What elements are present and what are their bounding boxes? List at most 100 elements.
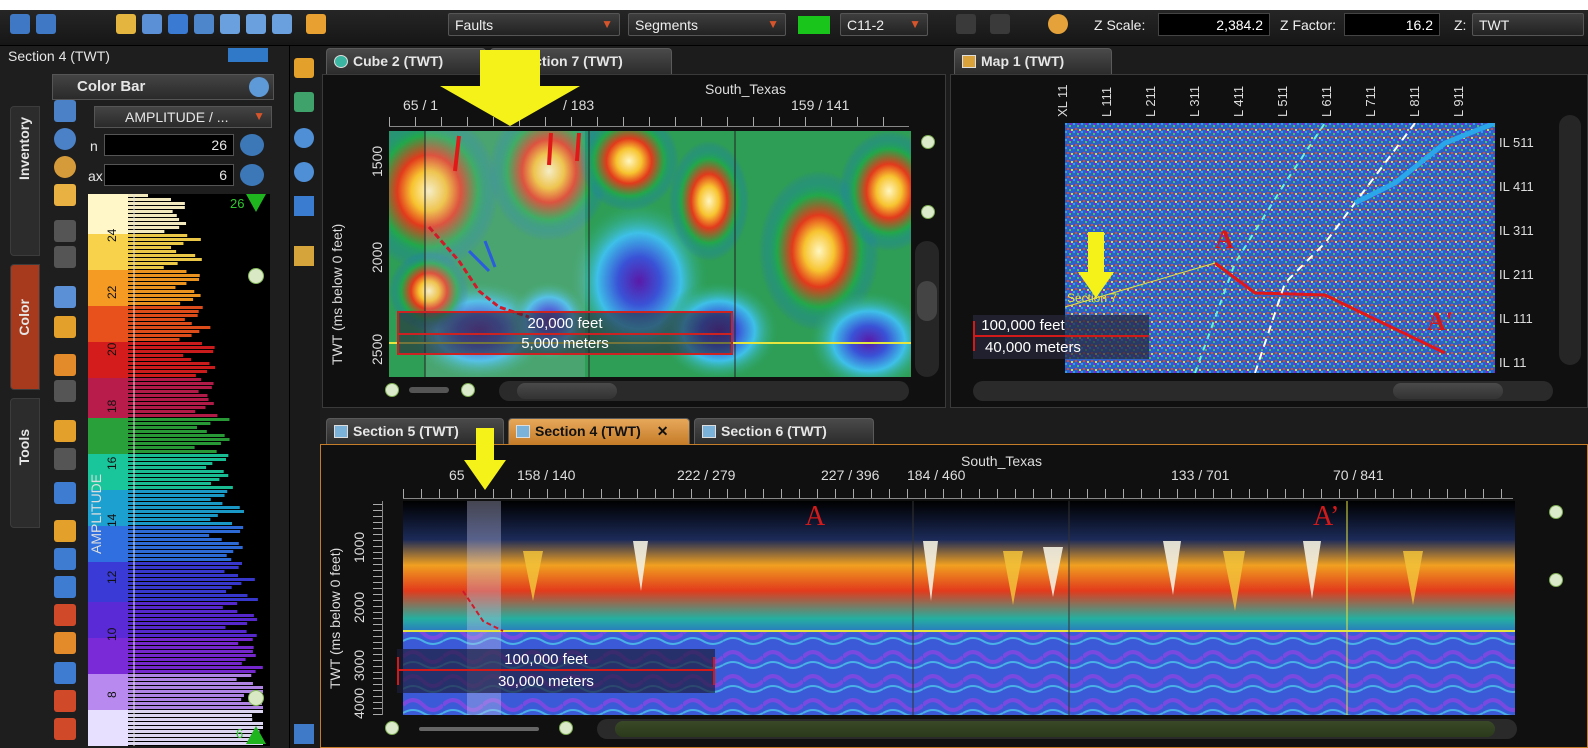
vertical-scrollbar[interactable] bbox=[915, 241, 939, 377]
tab-cube-2[interactable]: Cube 2 (TWT) bbox=[326, 48, 486, 74]
redo-icon[interactable] bbox=[990, 14, 1010, 34]
histogram-bar bbox=[128, 398, 209, 401]
b-red-icon[interactable] bbox=[54, 604, 76, 626]
map-horizontal-scrollbar[interactable] bbox=[973, 381, 1553, 401]
bottom-handle-icon[interactable] bbox=[246, 726, 266, 744]
arrow-down-icon[interactable] bbox=[54, 380, 76, 402]
note-icon[interactable] bbox=[54, 520, 76, 542]
horizon-color-swatch[interactable] bbox=[798, 16, 830, 34]
scrollbar-thumb[interactable] bbox=[517, 383, 617, 399]
color-swatch bbox=[88, 270, 128, 274]
pick-tool-icon[interactable] bbox=[142, 14, 162, 34]
lower-scrollbar-thumb[interactable] bbox=[615, 721, 1495, 737]
panel-menu-icon[interactable] bbox=[228, 48, 268, 62]
tab-inventory[interactable]: Inventory bbox=[10, 106, 40, 256]
close-icon[interactable]: ✕ bbox=[656, 423, 669, 439]
grid-icon[interactable] bbox=[54, 448, 76, 470]
tab-section-4[interactable]: Section 4 (TWT) ✕ bbox=[508, 418, 690, 444]
horizontal-scrollbar[interactable] bbox=[499, 381, 909, 401]
lower-zoom-out-vertical-icon[interactable] bbox=[1549, 573, 1563, 587]
zoom-in-icon[interactable] bbox=[461, 383, 475, 397]
move-icon[interactable] bbox=[194, 14, 214, 34]
flip-icon[interactable] bbox=[54, 548, 76, 570]
lower-seismic-image[interactable]: A A’ bbox=[403, 501, 1515, 715]
color-swatch bbox=[88, 374, 128, 378]
map-vertical-scrollbar[interactable] bbox=[1559, 115, 1581, 365]
histogram-bar bbox=[128, 358, 192, 361]
attribute-dropdown[interactable]: AMPLITUDE / ... ▼ bbox=[94, 106, 272, 128]
open-project-icon[interactable] bbox=[10, 14, 30, 34]
lighting-icon[interactable] bbox=[1048, 14, 1068, 34]
stack-icon[interactable] bbox=[54, 662, 76, 684]
lower-horizontal-scrollbar[interactable] bbox=[597, 719, 1517, 739]
segments-dropdown[interactable]: Segments ▼ bbox=[628, 13, 786, 36]
flag-icon[interactable] bbox=[54, 420, 76, 442]
histogram-bar bbox=[128, 478, 220, 481]
zoom-in-vertical-icon[interactable] bbox=[921, 135, 935, 149]
min-value-field[interactable]: 26 bbox=[104, 134, 234, 156]
max-value-field[interactable]: 6 bbox=[104, 164, 234, 186]
color-bar-histogram[interactable]: 24 22 20 18 16 14 12 10 8 26 6 AMPLITUDE bbox=[88, 194, 270, 746]
split-icon[interactable] bbox=[54, 286, 76, 308]
tab-color[interactable]: Color bbox=[10, 264, 40, 390]
tab-tools[interactable]: Tools bbox=[10, 398, 40, 528]
redo-icon[interactable] bbox=[54, 246, 76, 268]
zoom-slider[interactable] bbox=[409, 387, 449, 393]
vertical-scrollbar-thumb[interactable] bbox=[917, 281, 937, 321]
list-icon[interactable] bbox=[54, 100, 76, 122]
top-handle-icon[interactable] bbox=[246, 194, 266, 212]
lower-zoom-in-vertical-icon[interactable] bbox=[1549, 505, 1563, 519]
tab-section-6[interactable]: Section 6 (TWT) bbox=[694, 418, 874, 444]
lower-section-view[interactable]: South_Texas 65 158 / 140 222 / 279 227 / 39… bbox=[320, 444, 1588, 748]
pencil-icon[interactable] bbox=[306, 14, 326, 34]
undo-icon[interactable] bbox=[54, 220, 76, 242]
rotate-icon[interactable] bbox=[294, 162, 314, 182]
flatten-icon[interactable] bbox=[294, 196, 314, 216]
play-icon[interactable] bbox=[54, 718, 76, 740]
zoom-out-icon[interactable] bbox=[385, 383, 399, 397]
stack-color-icon[interactable] bbox=[54, 690, 76, 712]
faults-dropdown[interactable]: Faults ▼ bbox=[448, 13, 620, 36]
new-item-icon[interactable] bbox=[116, 14, 136, 34]
save-project-icon[interactable] bbox=[36, 14, 56, 34]
add-control-point-bottom-icon[interactable] bbox=[248, 690, 264, 706]
z-scale-field[interactable]: 2,384.2 bbox=[1158, 13, 1270, 36]
lower-zoom-in-icon[interactable] bbox=[559, 721, 573, 735]
copy-view-icon[interactable] bbox=[246, 14, 266, 34]
layout-icon[interactable] bbox=[220, 14, 240, 34]
arrow-right-icon[interactable] bbox=[54, 354, 76, 376]
palette-icon[interactable] bbox=[54, 156, 76, 178]
lower-zoom-out-icon[interactable] bbox=[385, 721, 399, 735]
lower-zoom-slider[interactable] bbox=[419, 727, 539, 731]
tab-map-1[interactable]: Map 1 (TWT) bbox=[954, 48, 1112, 74]
add-control-point-icon[interactable] bbox=[248, 268, 264, 284]
z-factor-field[interactable]: 16.2 bbox=[1344, 13, 1440, 36]
zoom-region-icon[interactable] bbox=[294, 58, 314, 78]
sections-icon[interactable] bbox=[294, 246, 314, 266]
horizon-dropdown[interactable]: C11-2 ▼ bbox=[840, 13, 928, 36]
add-point-icon[interactable] bbox=[54, 316, 76, 338]
color-bar-header[interactable]: Color Bar bbox=[52, 74, 274, 100]
map-scrollbar-thumb[interactable] bbox=[1393, 383, 1503, 399]
equalize-icon[interactable] bbox=[54, 482, 76, 504]
map-view[interactable]: XL 11 L 111 L 211 L 311 L 411 L 511 L 611 L 711… bbox=[950, 74, 1588, 408]
refresh-max-icon[interactable] bbox=[240, 164, 264, 186]
color-swatch bbox=[88, 506, 128, 510]
collapse-icon[interactable] bbox=[294, 724, 314, 744]
upper-section-view[interactable]: South_Texas 65 / 1 / 183 159 / 141 TWT (… bbox=[322, 74, 946, 408]
b-blue-icon[interactable] bbox=[54, 576, 76, 598]
refresh-icon[interactable] bbox=[54, 128, 76, 150]
ruler-icon[interactable] bbox=[168, 14, 188, 34]
tab-section-5[interactable]: Section 5 (TWT) bbox=[326, 418, 504, 444]
refresh-min-icon[interactable] bbox=[240, 134, 264, 156]
document-icon[interactable] bbox=[54, 184, 76, 206]
tab-section-6-label: Section 6 (TWT) bbox=[721, 423, 827, 439]
undo-icon[interactable] bbox=[956, 14, 976, 34]
help-icon[interactable] bbox=[249, 77, 269, 97]
z-domain-dropdown[interactable]: TWT bbox=[1472, 13, 1584, 36]
zoom-fit-icon[interactable] bbox=[294, 92, 314, 112]
zoom-out-vertical-icon[interactable] bbox=[921, 205, 935, 219]
magnify-icon[interactable] bbox=[294, 128, 314, 148]
screenshot-icon[interactable] bbox=[272, 14, 292, 34]
b-orange-icon[interactable] bbox=[54, 632, 76, 654]
